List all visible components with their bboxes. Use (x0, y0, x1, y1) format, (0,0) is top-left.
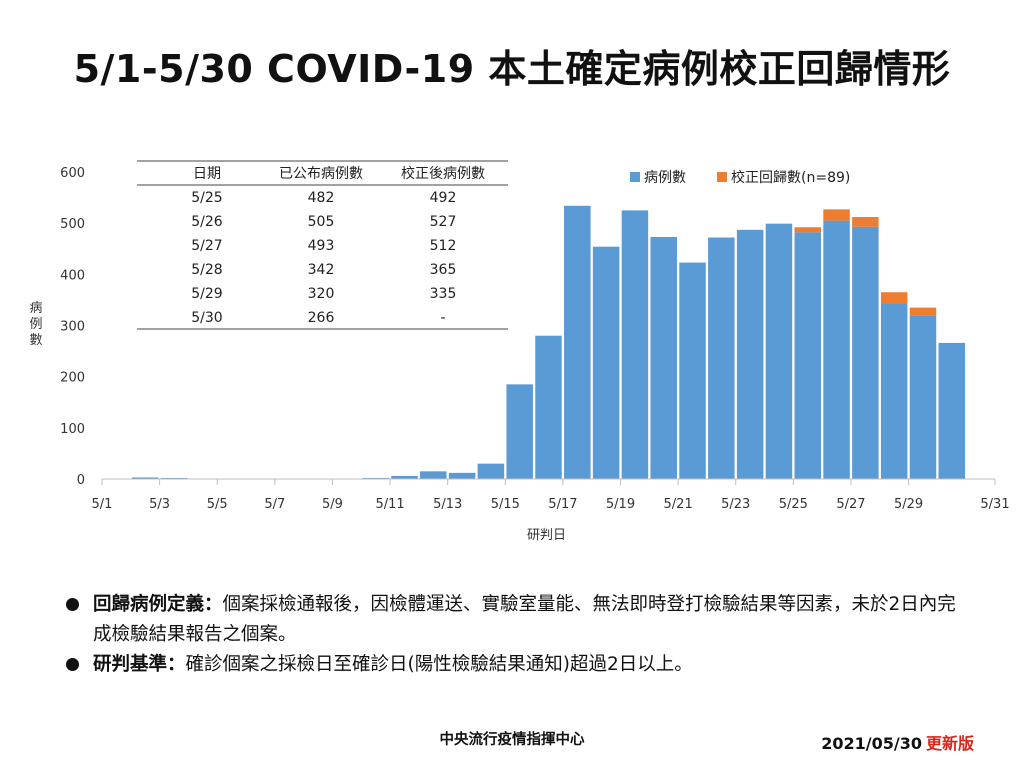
table-cell: 365 (430, 262, 457, 278)
chart-title: 5/1-5/30 COVID-19 本土確定病例校正回歸情形 (73, 47, 951, 91)
bar-cases (852, 226, 879, 479)
footer-update-label: 更新版 (925, 734, 974, 753)
bar-cases (477, 463, 505, 479)
table-cell: 5/26 (191, 214, 223, 230)
x-tick-label: 5/5 (207, 497, 228, 512)
x-tick-label: 5/15 (491, 497, 520, 512)
table-cell: 512 (430, 238, 457, 254)
bar-cases (679, 262, 706, 479)
table-cell: 505 (308, 214, 335, 230)
x-tick-label: 5/29 (894, 497, 923, 512)
table-cell: 527 (430, 214, 457, 230)
x-tick-label: 5/3 (149, 497, 170, 512)
note-term: 回歸病例定義： (93, 594, 223, 615)
y-tick-label: 200 (60, 371, 85, 386)
table-cell: 335 (430, 286, 457, 302)
bar-cases (794, 232, 822, 479)
x-tick-label: 5/17 (548, 497, 577, 512)
table-cell: 266 (308, 310, 335, 326)
footer-date: 2021/05/30 (821, 734, 922, 753)
note-definition: 回歸病例定義：個案採檢通報後，因檢體運送、實驗室量能、無法即時登打檢驗結果等因素… (66, 590, 966, 650)
legend-label-cases: 病例數 (644, 170, 686, 186)
bar-backlog (823, 209, 850, 221)
table-cell: - (440, 310, 445, 326)
note-text: 個案採檢通報後，因檢體運送、實驗室量能、無法即時登打檢驗結果等因素，未於2日內完… (93, 594, 956, 645)
x-tick-label: 5/21 (664, 497, 693, 512)
bar-cases (880, 304, 908, 479)
notes-list: 回歸病例定義：個案採檢通報後，因檢體運送、實驗室量能、無法即時登打檢驗結果等因素… (66, 590, 966, 680)
y-axis-label-char: 數 (29, 333, 42, 348)
table-cell: 320 (308, 286, 335, 302)
bar-cases (131, 477, 159, 479)
table-cell: 482 (308, 190, 335, 206)
table-cell: 5/29 (191, 286, 222, 302)
x-tick-label: 5/7 (264, 497, 285, 512)
bullet-icon (66, 658, 79, 671)
bar-cases (592, 246, 620, 479)
bar-cases (420, 471, 447, 479)
table-header-cell: 校正後病例數 (401, 165, 485, 182)
bar-cases (621, 210, 649, 479)
y-tick-label: 400 (60, 268, 85, 283)
bar-cases (765, 223, 793, 479)
x-tick-label: 5/19 (606, 497, 635, 512)
bar-cases (506, 384, 533, 479)
x-tick-label: 5/11 (375, 497, 404, 512)
x-axis-label: 研判日 (527, 528, 566, 543)
x-tick-label: 5/23 (721, 497, 750, 512)
bar-cases (448, 472, 476, 479)
note-term: 研判基準： (93, 654, 186, 675)
bullet-icon (66, 598, 79, 611)
bar-cases (736, 229, 764, 479)
legend-swatch-backlog (717, 172, 727, 182)
table-cell: 5/28 (191, 262, 222, 278)
table-header-cell: 已公布病例數 (279, 166, 363, 182)
x-tick-label: 5/31 (980, 497, 1009, 512)
x-tick-label: 5/25 (779, 497, 808, 512)
y-tick-label: 600 (60, 166, 85, 181)
x-tick-label: 5/27 (836, 497, 865, 512)
bar-cases (362, 477, 389, 479)
footer-date-block: 2021/05/30 更新版 (821, 730, 974, 754)
y-tick-label: 300 (60, 320, 85, 335)
table-cell: 493 (308, 238, 335, 254)
bar-cases (391, 475, 418, 479)
bar-backlog (794, 227, 822, 233)
table-cell: 5/30 (191, 310, 222, 326)
bar-cases (938, 342, 966, 479)
table-cell: 5/27 (191, 238, 222, 254)
footer-org: 中央流行疫情指揮中心 (439, 732, 585, 748)
bar-cases (823, 220, 850, 479)
note-text: 確診個案之採檢日至確診日(陽性檢驗結果通知)超過2日以上。 (185, 654, 693, 675)
table-header-cell: 日期 (193, 166, 221, 182)
bar-backlog (909, 307, 937, 316)
table-cell: 342 (308, 262, 335, 278)
bar-cases (650, 236, 677, 479)
table-cell: 492 (430, 190, 457, 206)
x-tick-label: 5/13 (433, 497, 462, 512)
y-tick-label: 0 (77, 473, 85, 488)
note-criteria: 研判基準：確診個案之採檢日至確診日(陽性檢驗結果通知)超過2日以上。 (66, 650, 966, 680)
bar-cases (564, 205, 591, 479)
legend-swatch-cases (630, 172, 640, 182)
y-axis-label-char: 例 (29, 317, 42, 332)
bar-cases (909, 315, 937, 479)
bar-backlog (852, 217, 879, 227)
y-tick-label: 500 (60, 217, 85, 232)
legend-label-backlog: 校正回歸數(n=89) (731, 169, 850, 186)
x-tick-label: 5/9 (322, 497, 343, 512)
bar-backlog (880, 292, 908, 305)
y-tick-label: 100 (60, 422, 85, 437)
y-axis-label-char: 病 (29, 301, 42, 316)
x-tick-label: 5/1 (92, 497, 113, 512)
table-cell: 5/25 (191, 190, 222, 206)
bar-cases (160, 477, 188, 479)
bar-cases (708, 237, 735, 479)
bar-cases (535, 335, 562, 479)
